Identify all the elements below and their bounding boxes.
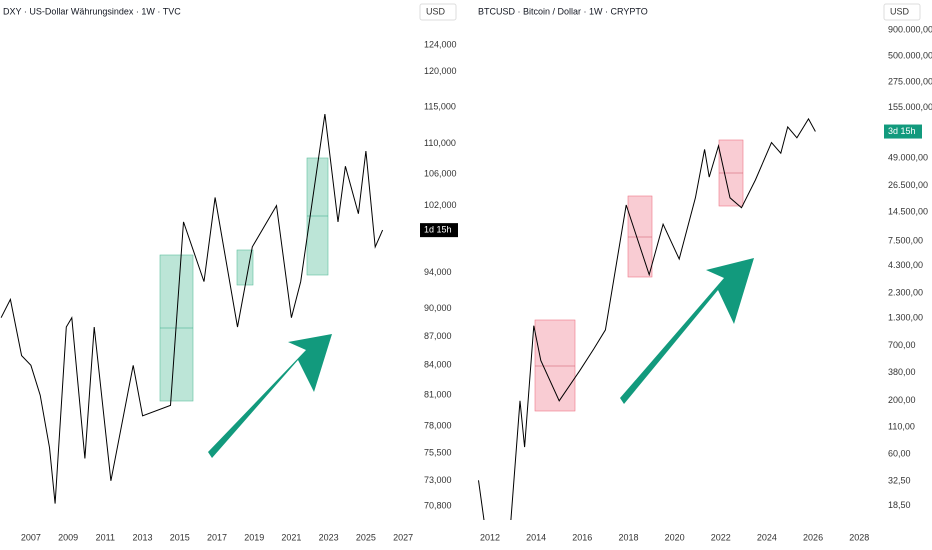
y-tick-label: 18,50 (888, 500, 911, 510)
y-tick-label: 155.000,00 (888, 102, 932, 112)
box (306, 157, 329, 276)
y-tick-label: 700,00 (888, 340, 916, 350)
box (534, 319, 576, 412)
x-tick-label: 2018 (618, 532, 638, 542)
y-tick-label: 500.000,00 (888, 50, 932, 60)
x-tick-label: 2007 (21, 532, 41, 542)
chart-title: BTCUSD · Bitcoin / Dollar · 1W · CRYPTO (478, 6, 648, 16)
box (627, 195, 653, 278)
currency-box (883, 3, 921, 21)
x-tick-label: 2025 (356, 532, 376, 542)
x-tick-label: 2023 (319, 532, 339, 542)
plot (478, 117, 816, 520)
y-tick-label: 84,000 (424, 360, 452, 370)
y-tick-label: 115,000 (424, 101, 456, 111)
x-tick-label: 2027 (393, 532, 413, 542)
y-tick-label: 110,000 (424, 138, 456, 148)
countdown-label: 1d 15h (424, 225, 452, 235)
currency-label: USD (890, 6, 910, 16)
x-tick-label: 2024 (757, 532, 777, 542)
y-tick-label: 7.500,00 (888, 235, 923, 245)
arrow (620, 258, 754, 404)
x-tick-label: 2020 (665, 532, 685, 542)
x-tick-label: 2022 (711, 532, 731, 542)
x-tick-label: 2016 (572, 532, 592, 542)
currency-label: USD (426, 6, 446, 16)
x-tick-label: 2028 (849, 532, 869, 542)
y-tick-label: 106,000 (424, 168, 457, 178)
x-tick-label: 2021 (281, 532, 301, 542)
annotations (159, 139, 754, 458)
y-tick-label: 2.300,00 (888, 288, 923, 298)
countdown-box (884, 124, 922, 139)
x-tick-label: 2014 (526, 532, 546, 542)
y-tick-label: 380,00 (888, 367, 916, 377)
y-tick-label: 32,50 (888, 475, 911, 485)
y-tick-label: 94,000 (424, 267, 452, 277)
y-tick-label: 900.000,00 (888, 24, 932, 34)
y-tick-label: 275.000,00 (888, 77, 932, 87)
x-tick-label: 2012 (480, 532, 500, 542)
arrow (208, 334, 332, 458)
plot (0, 114, 384, 504)
y-tick-label: 75,500 (424, 447, 452, 457)
y-tick-label: 4.300,00 (888, 260, 923, 270)
chart-title: DXY · US-Dollar Währungsindex · 1W · TVC (3, 6, 181, 16)
x-tick-label: 2009 (58, 532, 78, 542)
price-line (0, 114, 384, 504)
currency-box (419, 3, 457, 21)
x-tick-label: 2011 (96, 532, 115, 542)
y-tick-label: 102,000 (424, 200, 457, 210)
price-line (478, 117, 816, 520)
y-tick-label: 26.500,00 (888, 180, 928, 190)
y-tick-label: 120,000 (424, 66, 457, 76)
y-tick-label: 124,000 (424, 39, 457, 49)
y-tick-label: 49.000,00 (888, 153, 928, 163)
y-tick-label: 14.500,00 (888, 206, 928, 216)
countdown-label: 3d 15h (888, 126, 916, 136)
x-tick-label: 2017 (207, 532, 227, 542)
y-tick-label: 78,000 (424, 421, 452, 431)
x-tick-label: 2015 (170, 532, 190, 542)
y-tick-label: 110,00 (888, 422, 915, 432)
countdown-box (420, 223, 458, 238)
y-tick-label: 87,000 (424, 331, 452, 341)
y-tick-label: 1.300,00 (888, 313, 923, 323)
x-tick-label: 2013 (133, 532, 153, 542)
y-tick-label: 200,00 (888, 395, 916, 405)
y-tick-label: 60,00 (888, 448, 911, 458)
y-tick-label: 90,000 (424, 303, 452, 313)
y-tick-label: 70,800 (424, 500, 452, 510)
y-tick-label: 73,000 (424, 475, 452, 485)
x-tick-label: 2019 (244, 532, 264, 542)
y-tick-label: 81,000 (424, 390, 452, 400)
x-tick-label: 2026 (803, 532, 823, 542)
